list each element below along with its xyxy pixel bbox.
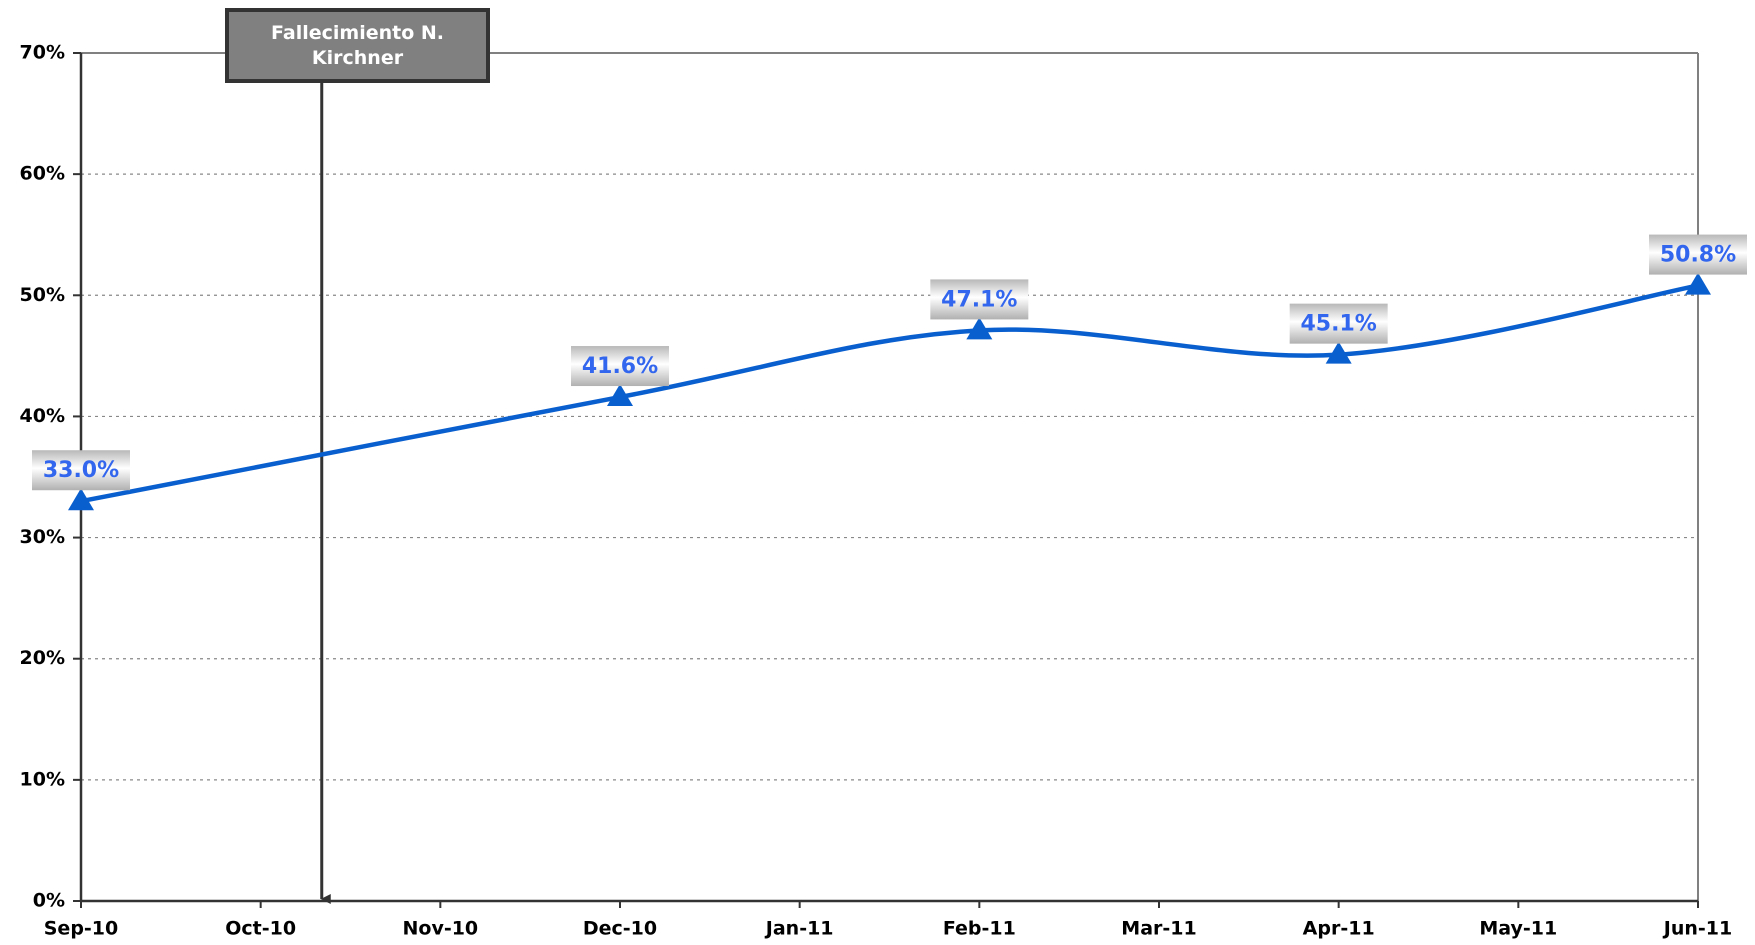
data-label: 33.0% [43,458,119,483]
label-box [930,279,1029,320]
x-tick-label: Sep-10 [44,918,119,940]
marker [1685,272,1711,295]
x-tick-label: May-11 [1479,918,1557,940]
label-box [571,346,669,387]
y-tick-label: 20% [20,647,65,669]
y-tick-label: 70% [20,42,65,64]
label-box [32,450,130,491]
x-tick-label: Feb-11 [943,918,1016,940]
data-label: 41.6% [582,354,658,379]
y-tick-label: 0% [33,890,65,912]
marker [1325,341,1352,364]
series-line [80,283,1699,504]
label-box [1289,303,1388,344]
marker [68,488,94,511]
x-tick-label: Oct-10 [225,918,296,940]
marker [607,384,633,407]
data-label: 45.1% [1301,312,1377,337]
data-label: 47.1% [941,287,1017,312]
y-tick-label: 60% [20,163,65,185]
marker [966,317,993,340]
y-tick-label: 40% [20,405,65,427]
x-tick-label: Jun-11 [1662,918,1732,940]
label-box [1649,234,1747,275]
y-tick-label: 10% [20,768,65,790]
x-tick-label: Dec-10 [583,918,657,940]
y-tick-label: 50% [20,284,65,306]
x-tick-label: Jan-11 [764,918,834,940]
x-tick-label: Apr-11 [1303,918,1375,940]
y-tick-label: 30% [20,526,65,548]
data-label: 50.8% [1660,243,1736,268]
x-tick-label: Nov-10 [402,918,478,940]
annotation: Fallecimiento N. Kirchner [225,8,490,83]
x-tick-label: Mar-11 [1121,918,1196,940]
